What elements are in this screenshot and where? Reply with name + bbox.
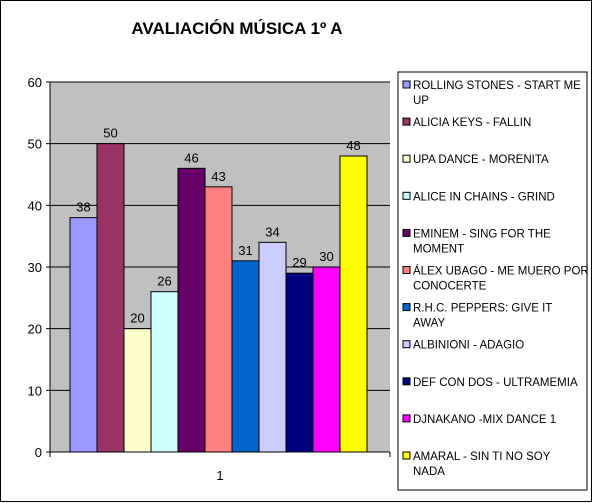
legend-swatch-7 (402, 303, 411, 312)
legend-entry-6: ÁLEX UBAGO - ME MUERO POR CONOCERTE (413, 265, 589, 293)
legend-swatch-10 (402, 414, 411, 423)
legend-entry-10: DJNAKANO -MIX DANCE 1 (413, 414, 556, 426)
legend-swatch-5 (402, 228, 411, 237)
data-label-2: 50 (103, 126, 117, 141)
bar-2 (96, 143, 125, 453)
legend: ROLLING STONES - START ME UP ALICIA KEYS -… (397, 71, 589, 491)
y-tick-label: 50 (28, 137, 42, 152)
bar-11 (339, 155, 368, 453)
bar-3 (123, 328, 152, 453)
bar-10 (312, 266, 341, 453)
bar-9 (285, 272, 314, 453)
legend-swatch-6 (402, 266, 411, 274)
legend-swatch-11 (402, 451, 411, 460)
data-label-5: 46 (184, 150, 198, 165)
y-tick-label: 20 (28, 322, 42, 337)
y-tick-label: 30 (28, 260, 42, 275)
axes: 0 10 20 30 40 50 60 1 (28, 75, 391, 483)
legend-swatch-2 (402, 117, 411, 126)
legend-swatch-3 (402, 154, 411, 163)
data-label-11: 48 (346, 138, 360, 153)
bar-5 (177, 167, 206, 453)
legend-swatch-8 (402, 340, 411, 349)
data-label-9: 29 (292, 255, 306, 270)
legend-entry-7: R.H.C. PEPPERS: GIVE IT AWAY (413, 303, 552, 330)
data-label-3: 20 (130, 311, 144, 326)
legend-entry-8: ALBINIONI - ADAGIO (413, 340, 524, 352)
bar-1 (69, 217, 98, 453)
bars (69, 143, 368, 453)
legend-entry-3: UPA DANCE - MORENITA (413, 154, 549, 166)
data-labels: 38 50 20 26 46 43 31 34 29 30 48 (76, 126, 360, 326)
legend-entry-9: DEF CON DOS - ULTRAMEMIA (413, 377, 578, 389)
legend-entry-11: AMARAL - SIN TI NO SOY NADA (413, 451, 551, 478)
data-label-10: 30 (319, 249, 333, 264)
y-tick-label: 40 (28, 198, 42, 213)
legend-swatch-4 (402, 191, 411, 200)
legend-entry-2: ALICIA KEYS - FALLIN (413, 117, 531, 129)
legend-entry-4: ALICE IN CHAINS - GRIND (413, 191, 555, 203)
legend-entry-1: ROLLING STONES - START ME UP (413, 80, 581, 107)
bar-8 (258, 241, 287, 453)
chart-title: AVALIACIÓN MÚSICA 1º A (131, 19, 342, 38)
y-tick-label: 60 (28, 75, 42, 90)
data-label-7: 31 (238, 243, 252, 258)
y-tick-label: 0 (35, 445, 42, 460)
legend-swatch-1 (402, 80, 411, 89)
y-tick-label: 10 (28, 383, 42, 398)
legend-swatch-9 (402, 377, 411, 386)
data-label-4: 26 (157, 274, 171, 289)
legend-box (397, 71, 588, 491)
x-tick-label: 1 (216, 468, 223, 483)
data-label-6: 43 (211, 169, 225, 184)
bar-6 (204, 186, 233, 453)
data-label-1: 38 (76, 200, 90, 215)
bar-7 (231, 260, 260, 453)
data-label-8: 34 (265, 224, 279, 239)
bar-4 (150, 291, 179, 453)
legend-entry-5: EMINEM - SING FOR THE MOMENT (413, 228, 551, 255)
